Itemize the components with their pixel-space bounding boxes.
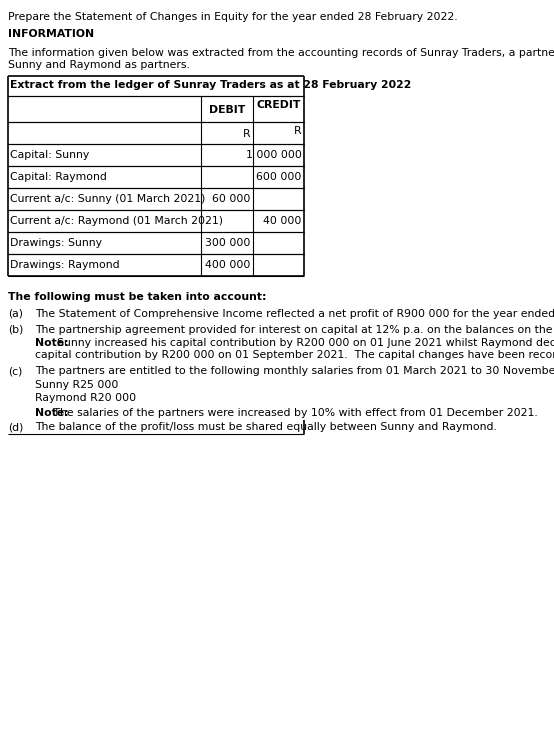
Text: (d): (d) [8,422,23,432]
Text: The information given below was extracted from the accounting records of Sunray : The information given below was extracte… [8,48,554,58]
Text: Note:: Note: [35,338,69,348]
Text: Capital: Raymond: Capital: Raymond [10,172,107,182]
Text: Capital: Sunny: Capital: Sunny [10,150,89,160]
Text: 600 000: 600 000 [256,172,301,182]
Text: (b): (b) [8,325,23,335]
Text: Prepare the Statement of Changes in Equity for the year ended 28 February 2022.: Prepare the Statement of Changes in Equi… [8,12,458,22]
Text: Extract from the ledger of Sunray Traders as at 28 February 2022: Extract from the ledger of Sunray Trader… [10,80,412,90]
Text: Current a/c: Raymond (01 March 2021): Current a/c: Raymond (01 March 2021) [10,216,223,226]
Text: 300 000: 300 000 [205,238,250,248]
Text: (c): (c) [8,366,22,376]
Text: capital contribution by R200 000 on 01 September 2021.  The capital changes have: capital contribution by R200 000 on 01 S… [35,350,554,360]
Text: 40 000: 40 000 [263,216,301,226]
Text: 400 000: 400 000 [205,260,250,270]
Text: The following must be taken into account:: The following must be taken into account… [8,292,266,302]
Text: The partners are entitled to the following monthly salaries from 01 March 2021 t: The partners are entitled to the followi… [35,366,554,376]
Text: (a): (a) [8,309,23,319]
Text: The balance of the profit/loss must be shared equally between Sunny and Raymond.: The balance of the profit/loss must be s… [35,422,497,432]
Text: Sunny and Raymond as partners.: Sunny and Raymond as partners. [8,60,190,70]
Text: 1 000 000: 1 000 000 [245,150,301,160]
Text: The partnership agreement provided for interest on capital at 12% p.a. on the ba: The partnership agreement provided for i… [35,325,554,335]
Text: The salaries of the partners were increased by 10% with effect from 01 December : The salaries of the partners were increa… [50,408,538,418]
Text: INFORMATION: INFORMATION [8,29,94,39]
Text: CREDIT: CREDIT [256,100,300,110]
Text: R: R [243,129,250,139]
Text: Drawings: Sunny: Drawings: Sunny [10,238,102,248]
Text: Raymond R20 000: Raymond R20 000 [35,393,136,403]
Text: Current a/c: Sunny (01 March 2021): Current a/c: Sunny (01 March 2021) [10,194,206,204]
Text: DEBIT: DEBIT [209,105,245,115]
Text: 60 000: 60 000 [212,194,250,204]
Text: Sunny increased his capital contribution by R200 000 on 01 June 2021 whilst Raym: Sunny increased his capital contribution… [50,338,554,348]
Text: Drawings: Raymond: Drawings: Raymond [10,260,120,270]
Text: Sunny R25 000: Sunny R25 000 [35,380,118,390]
Text: Note:: Note: [35,408,69,418]
Text: The Statement of Comprehensive Income reflected a net profit of R900 000 for the: The Statement of Comprehensive Income re… [35,309,554,319]
Text: R: R [294,126,301,136]
